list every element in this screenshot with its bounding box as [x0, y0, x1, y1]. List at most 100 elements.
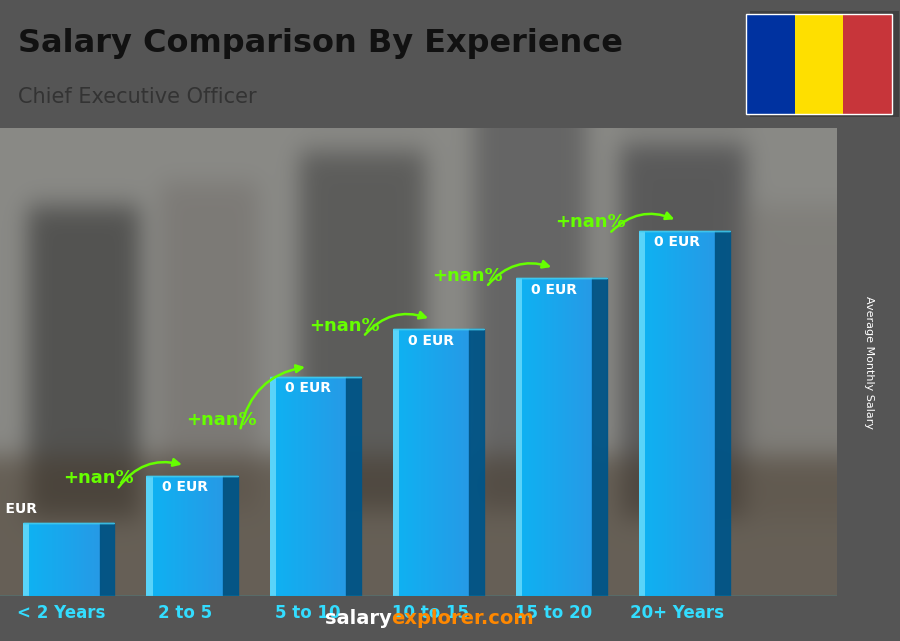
Bar	[644, 231, 646, 596]
Bar	[519, 278, 521, 596]
Bar	[202, 476, 203, 596]
Bar	[56, 523, 58, 596]
Bar	[200, 476, 202, 596]
Bar	[304, 377, 306, 596]
Bar	[448, 329, 450, 596]
Bar	[575, 278, 577, 596]
Bar	[416, 329, 418, 596]
Bar	[147, 476, 149, 596]
Text: 0 EUR: 0 EUR	[531, 283, 577, 297]
Bar	[544, 278, 546, 596]
Bar	[219, 476, 220, 596]
Bar	[554, 278, 556, 596]
Bar	[88, 523, 90, 596]
Bar	[173, 476, 176, 596]
Bar	[323, 377, 325, 596]
Bar	[298, 377, 300, 596]
Bar	[656, 231, 658, 596]
Bar	[186, 476, 188, 596]
Bar	[589, 278, 590, 596]
Bar	[843, 14, 892, 114]
Bar	[217, 476, 219, 596]
Bar	[177, 476, 179, 596]
Bar	[658, 231, 660, 596]
Bar	[550, 278, 552, 596]
Bar	[538, 278, 541, 596]
Bar	[198, 476, 200, 596]
Bar	[337, 377, 338, 596]
Bar	[541, 278, 543, 596]
Bar	[50, 523, 52, 596]
Bar	[205, 476, 208, 596]
Bar	[450, 329, 452, 596]
Bar	[563, 278, 565, 596]
Bar	[685, 231, 687, 596]
Bar	[94, 523, 96, 596]
Text: +nan%: +nan%	[555, 213, 626, 231]
Bar	[270, 377, 275, 596]
Bar	[750, 11, 899, 117]
Text: +nan%: +nan%	[186, 411, 256, 429]
Bar	[419, 329, 421, 596]
Bar	[688, 231, 690, 596]
Bar	[662, 231, 663, 596]
Bar	[680, 231, 683, 596]
Bar	[27, 523, 29, 596]
Bar	[92, 523, 94, 596]
Bar	[639, 231, 641, 596]
Bar	[643, 231, 644, 596]
Polygon shape	[716, 231, 730, 596]
Bar	[210, 476, 212, 596]
Bar	[287, 377, 289, 596]
Bar	[536, 278, 538, 596]
Text: Average Monthly Salary: Average Monthly Salary	[863, 296, 874, 429]
Bar	[795, 14, 843, 114]
Bar	[675, 231, 677, 596]
Bar	[83, 523, 85, 596]
Bar	[457, 329, 459, 596]
Bar	[52, 523, 54, 596]
Bar	[156, 476, 158, 596]
Bar	[184, 476, 186, 596]
Bar	[344, 377, 346, 596]
Bar	[40, 523, 42, 596]
Bar	[698, 231, 700, 596]
Bar	[410, 329, 411, 596]
Bar	[465, 329, 467, 596]
Bar	[46, 523, 49, 596]
Bar	[220, 476, 223, 596]
Bar	[320, 377, 321, 596]
Bar	[573, 278, 575, 596]
Bar	[327, 377, 328, 596]
Bar	[272, 377, 274, 596]
Bar	[408, 329, 410, 596]
Bar	[639, 231, 645, 596]
Bar	[325, 377, 327, 596]
Bar	[279, 377, 281, 596]
Bar	[683, 231, 685, 596]
Polygon shape	[346, 377, 361, 596]
Bar	[431, 329, 433, 596]
Bar	[284, 377, 287, 596]
Bar	[292, 377, 294, 596]
Bar	[37, 523, 39, 596]
Bar	[59, 523, 61, 596]
Bar	[713, 231, 716, 596]
Bar	[150, 476, 152, 596]
Bar	[281, 377, 283, 596]
Bar	[54, 523, 56, 596]
Bar	[467, 329, 469, 596]
Bar	[270, 377, 272, 596]
Bar	[648, 231, 651, 596]
Bar	[421, 329, 423, 596]
Bar	[394, 329, 397, 596]
Bar	[709, 231, 711, 596]
Bar	[318, 377, 320, 596]
Bar	[76, 523, 78, 596]
Bar	[306, 377, 308, 596]
Text: 0 EUR: 0 EUR	[284, 381, 330, 395]
Bar	[61, 523, 64, 596]
Bar	[402, 329, 404, 596]
Polygon shape	[592, 278, 607, 596]
Bar	[590, 278, 592, 596]
